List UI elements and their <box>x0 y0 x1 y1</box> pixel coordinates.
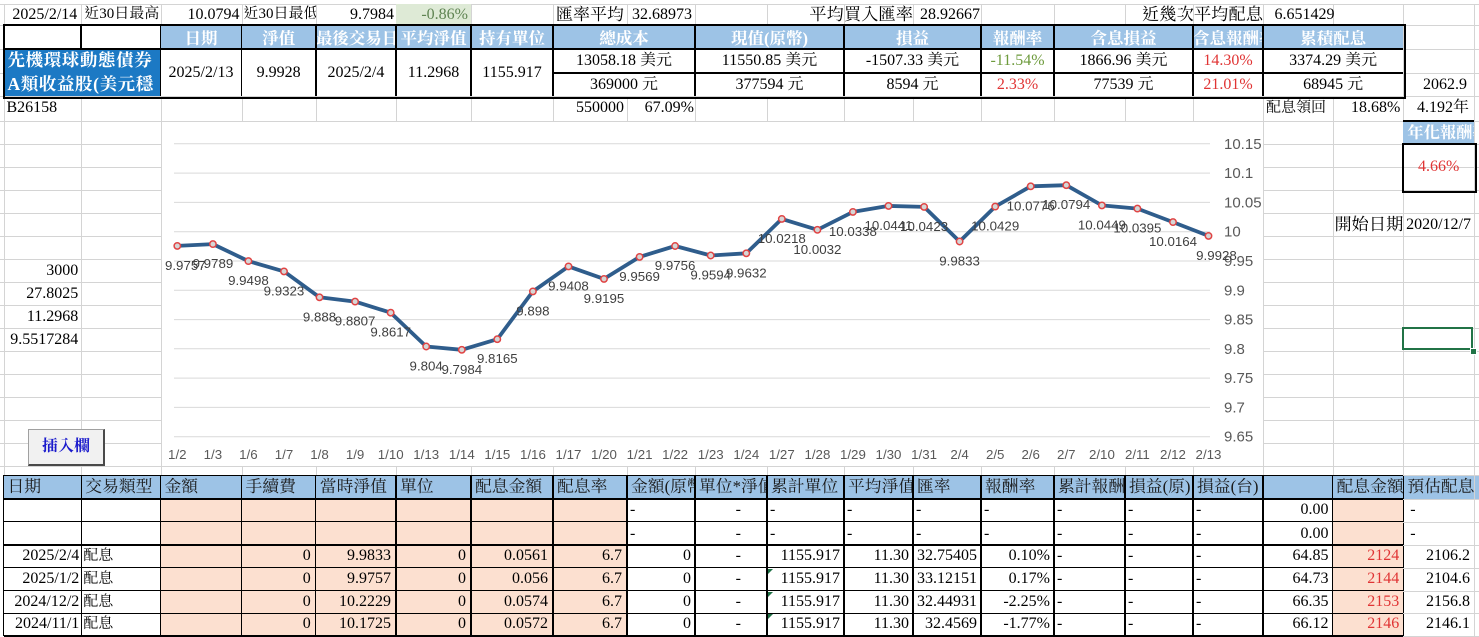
svg-text:9.804: 9.804 <box>410 358 443 373</box>
svg-text:10.0423: 10.0423 <box>900 218 948 233</box>
svg-text:9.9594: 9.9594 <box>690 267 731 282</box>
svg-text:1/29: 1/29 <box>840 447 866 462</box>
svg-text:9.9408: 9.9408 <box>548 278 589 293</box>
svg-text:2/7: 2/7 <box>1057 447 1076 462</box>
svg-text:2/13: 2/13 <box>1196 447 1222 462</box>
svg-text:1/30: 1/30 <box>876 447 902 462</box>
svg-text:1/15: 1/15 <box>484 447 510 462</box>
svg-text:2/4: 2/4 <box>950 447 969 462</box>
svg-text:1/22: 1/22 <box>662 447 688 462</box>
svg-text:1/9: 1/9 <box>346 447 365 462</box>
svg-text:1/28: 1/28 <box>804 447 830 462</box>
svg-text:9.9757: 9.9757 <box>165 257 206 272</box>
svg-text:1/27: 1/27 <box>769 447 795 462</box>
svg-text:1/14: 1/14 <box>449 447 475 462</box>
svg-text:9.9928: 9.9928 <box>1196 247 1237 262</box>
svg-text:10.1: 10.1 <box>1224 165 1253 182</box>
svg-text:10.0794: 10.0794 <box>1042 197 1090 212</box>
svg-text:10.0449: 10.0449 <box>1078 217 1126 232</box>
svg-text:2/11: 2/11 <box>1125 447 1150 462</box>
svg-text:9.95: 9.95 <box>1224 253 1253 270</box>
svg-text:2/10: 2/10 <box>1089 447 1115 462</box>
svg-text:1/23: 1/23 <box>698 447 724 462</box>
svg-text:1/13: 1/13 <box>413 447 439 462</box>
svg-text:9.8: 9.8 <box>1224 340 1245 357</box>
svg-text:10.0776: 10.0776 <box>1007 198 1055 213</box>
svg-text:9.888: 9.888 <box>303 309 336 324</box>
svg-text:1/3: 1/3 <box>204 447 223 462</box>
svg-text:9.898: 9.898 <box>516 303 549 318</box>
svg-text:9.9195: 9.9195 <box>584 290 625 305</box>
svg-text:9.9756: 9.9756 <box>655 258 696 273</box>
svg-text:1/6: 1/6 <box>239 447 258 462</box>
svg-text:10.05: 10.05 <box>1224 194 1262 211</box>
svg-text:9.8165: 9.8165 <box>477 351 518 366</box>
svg-text:1/10: 1/10 <box>378 447 404 462</box>
svg-text:1/20: 1/20 <box>591 447 617 462</box>
svg-text:1/2: 1/2 <box>168 447 187 462</box>
svg-text:9.7: 9.7 <box>1224 399 1245 416</box>
svg-text:9.8807: 9.8807 <box>335 313 376 328</box>
svg-text:9.9: 9.9 <box>1224 282 1245 299</box>
svg-text:10.15: 10.15 <box>1224 135 1262 152</box>
svg-text:1/24: 1/24 <box>733 447 759 462</box>
svg-text:1/17: 1/17 <box>556 447 582 462</box>
svg-text:2/12: 2/12 <box>1160 447 1186 462</box>
svg-text:10.0395: 10.0395 <box>1113 220 1161 235</box>
svg-text:9.9789: 9.9789 <box>193 256 234 271</box>
svg-text:10.0441: 10.0441 <box>864 217 912 232</box>
svg-text:10.0164: 10.0164 <box>1149 234 1197 249</box>
svg-text:9.75: 9.75 <box>1224 370 1253 387</box>
svg-text:9.9498: 9.9498 <box>228 273 269 288</box>
svg-text:9.8617: 9.8617 <box>370 324 411 339</box>
svg-text:9.9833: 9.9833 <box>939 253 980 268</box>
svg-text:1/16: 1/16 <box>520 447 546 462</box>
svg-text:9.65: 9.65 <box>1224 428 1253 445</box>
svg-text:9.9569: 9.9569 <box>619 268 660 283</box>
svg-text:9.7984: 9.7984 <box>441 361 482 376</box>
svg-text:2/6: 2/6 <box>1021 447 1039 462</box>
svg-text:1/7: 1/7 <box>275 447 294 462</box>
svg-text:1/21: 1/21 <box>627 447 653 462</box>
svg-text:10: 10 <box>1224 223 1241 240</box>
svg-text:10.0218: 10.0218 <box>758 230 806 245</box>
svg-text:9.9323: 9.9323 <box>264 283 305 298</box>
svg-text:2/5: 2/5 <box>986 447 1005 462</box>
svg-text:1/31: 1/31 <box>911 447 937 462</box>
svg-text:1/8: 1/8 <box>310 447 329 462</box>
svg-text:10.0429: 10.0429 <box>971 218 1019 233</box>
svg-text:10.0032: 10.0032 <box>793 241 841 256</box>
svg-text:10.0338: 10.0338 <box>829 223 877 238</box>
svg-text:9.9632: 9.9632 <box>726 265 767 280</box>
svg-text:9.85: 9.85 <box>1224 311 1253 328</box>
